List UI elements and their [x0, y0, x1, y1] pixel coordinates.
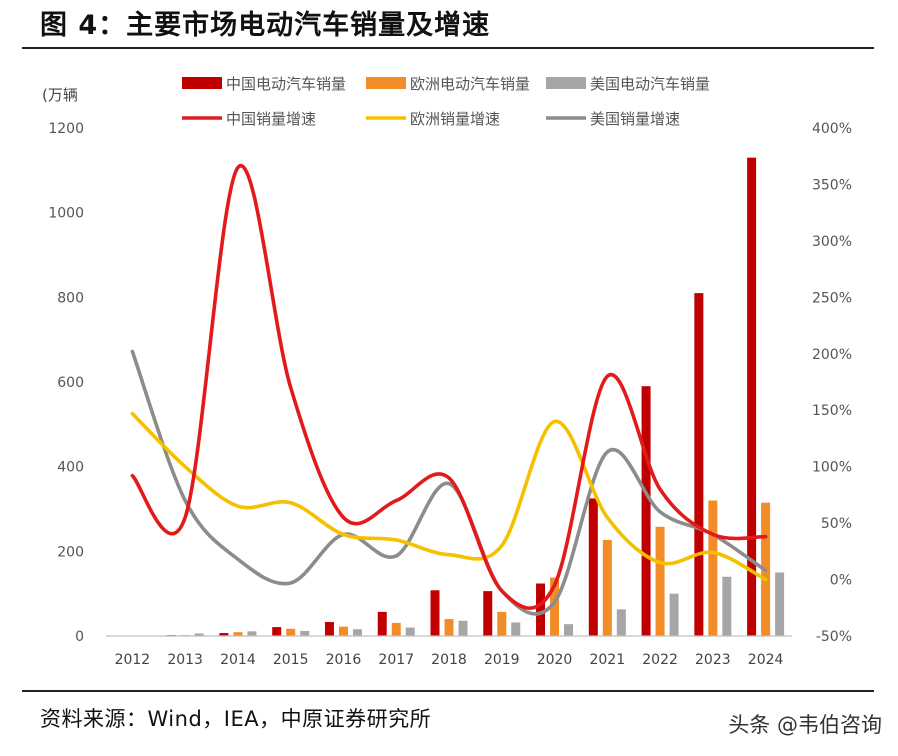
y2-tick-label: -50% [816, 629, 852, 645]
bar-china-2016 [324, 622, 334, 636]
x-tick-label: 2014 [220, 652, 256, 668]
y-axis-left: 0 200 400 600 800 1000 1200 [48, 121, 84, 645]
bar-europe-2018 [444, 619, 454, 636]
bar-us-2020 [564, 624, 574, 636]
y-tick-label: 600 [57, 375, 84, 391]
bar-china-2023 [694, 293, 704, 636]
y2-tick-label: 150% [812, 403, 852, 419]
legend-label: 中国电动汽车销量 [226, 75, 346, 93]
bar-us-2021 [616, 609, 626, 636]
legend-label: 欧洲销量增速 [410, 110, 500, 128]
x-tick-label: 2017 [378, 652, 414, 668]
bar-china-2015 [272, 627, 282, 636]
source-divider [22, 690, 874, 692]
bar-us-2019 [511, 622, 521, 636]
bar-china-2018 [430, 590, 440, 636]
bar-china-2014 [219, 633, 229, 636]
y2-tick-label: 400% [812, 121, 852, 137]
x-tick-label: 2012 [115, 652, 151, 668]
bar-us-2024 [775, 572, 785, 636]
bar-us-2016 [352, 629, 362, 636]
source-note: 资料来源：Wind，IEA，中原证券研究所 [40, 707, 432, 731]
bar-europe-2022 [655, 526, 665, 636]
y2-tick-label: 300% [812, 234, 852, 250]
bar-europe-2017 [391, 622, 401, 636]
y-tick-label: 1000 [48, 206, 84, 222]
x-tick-label: 2019 [484, 652, 520, 668]
bar-us-2022 [669, 593, 679, 636]
legend-swatch [546, 77, 586, 89]
legend-swatch [366, 77, 406, 89]
y2-tick-label: 200% [812, 347, 852, 363]
y-axis-right: -50% 0% 50% 100% 150% 200% 250% 300% 350% 400% [812, 121, 852, 645]
bar-europe-2020 [550, 577, 560, 636]
x-tick-label: 2021 [589, 652, 625, 668]
y-axis-unit-label: (万辆 [42, 86, 78, 104]
bar-series-group [113, 157, 785, 637]
line-china-growth [130, 163, 768, 610]
y-tick-label: 800 [57, 290, 84, 306]
line-us-growth [130, 349, 768, 616]
bar-us-2023 [722, 576, 732, 636]
x-tick-label: 2022 [642, 652, 678, 668]
line-series-group [130, 163, 768, 616]
bar-china-2024 [747, 157, 757, 636]
bar-china-2020 [536, 583, 546, 636]
x-tick-label: 2018 [431, 652, 467, 668]
bar-china-2021 [588, 498, 598, 636]
watermark-text: 头条 @韦伯咨询 [728, 713, 882, 737]
x-tick-label: 2024 [748, 652, 784, 668]
y-tick-label: 200 [57, 544, 84, 560]
bar-europe-2016 [338, 626, 348, 636]
bar-europe-2023 [708, 500, 718, 636]
bar-china-2017 [377, 611, 387, 636]
bar-us-2013 [194, 633, 204, 636]
y2-tick-label: 250% [812, 290, 852, 306]
title-divider [22, 47, 874, 49]
bar-china-2022 [641, 386, 651, 636]
legend-label: 美国电动汽车销量 [590, 75, 710, 93]
bar-us-2018 [458, 620, 468, 636]
y-tick-label: 400 [57, 460, 84, 476]
bar-us-2017 [405, 627, 415, 636]
bar-us-2015 [300, 630, 310, 636]
bar-europe-2019 [497, 611, 507, 636]
bar-china-2019 [483, 591, 493, 636]
bar-europe-2021 [602, 539, 612, 636]
y-tick-label: 0 [75, 629, 84, 645]
y2-tick-label: 0% [830, 573, 852, 589]
y2-tick-label: 350% [812, 177, 852, 193]
x-tick-label: 2016 [326, 652, 362, 668]
legend-label: 美国销量增速 [590, 110, 680, 128]
y2-tick-label: 50% [821, 516, 852, 532]
y-tick-label: 1200 [48, 121, 84, 137]
legend-swatch [182, 77, 222, 89]
x-tick-label: 2013 [167, 652, 203, 668]
bar-europe-2014 [233, 632, 243, 636]
bar-europe-2015 [286, 628, 296, 636]
x-tick-label: 2020 [537, 652, 573, 668]
x-axis: 2012 2013 2014 2015 2016 2017 2018 2019 2020 2021… [115, 652, 784, 668]
legend-label: 中国销量增速 [226, 110, 316, 128]
x-tick-label: 2015 [273, 652, 309, 668]
legend-label: 欧洲电动汽车销量 [410, 75, 530, 93]
bar-us-2014 [247, 631, 257, 636]
line-europe-growth [130, 411, 768, 582]
figure-title: 图 4：主要市场电动汽车销量及增速 [40, 10, 491, 41]
x-tick-label: 2023 [695, 652, 731, 668]
y2-tick-label: 100% [812, 460, 852, 476]
